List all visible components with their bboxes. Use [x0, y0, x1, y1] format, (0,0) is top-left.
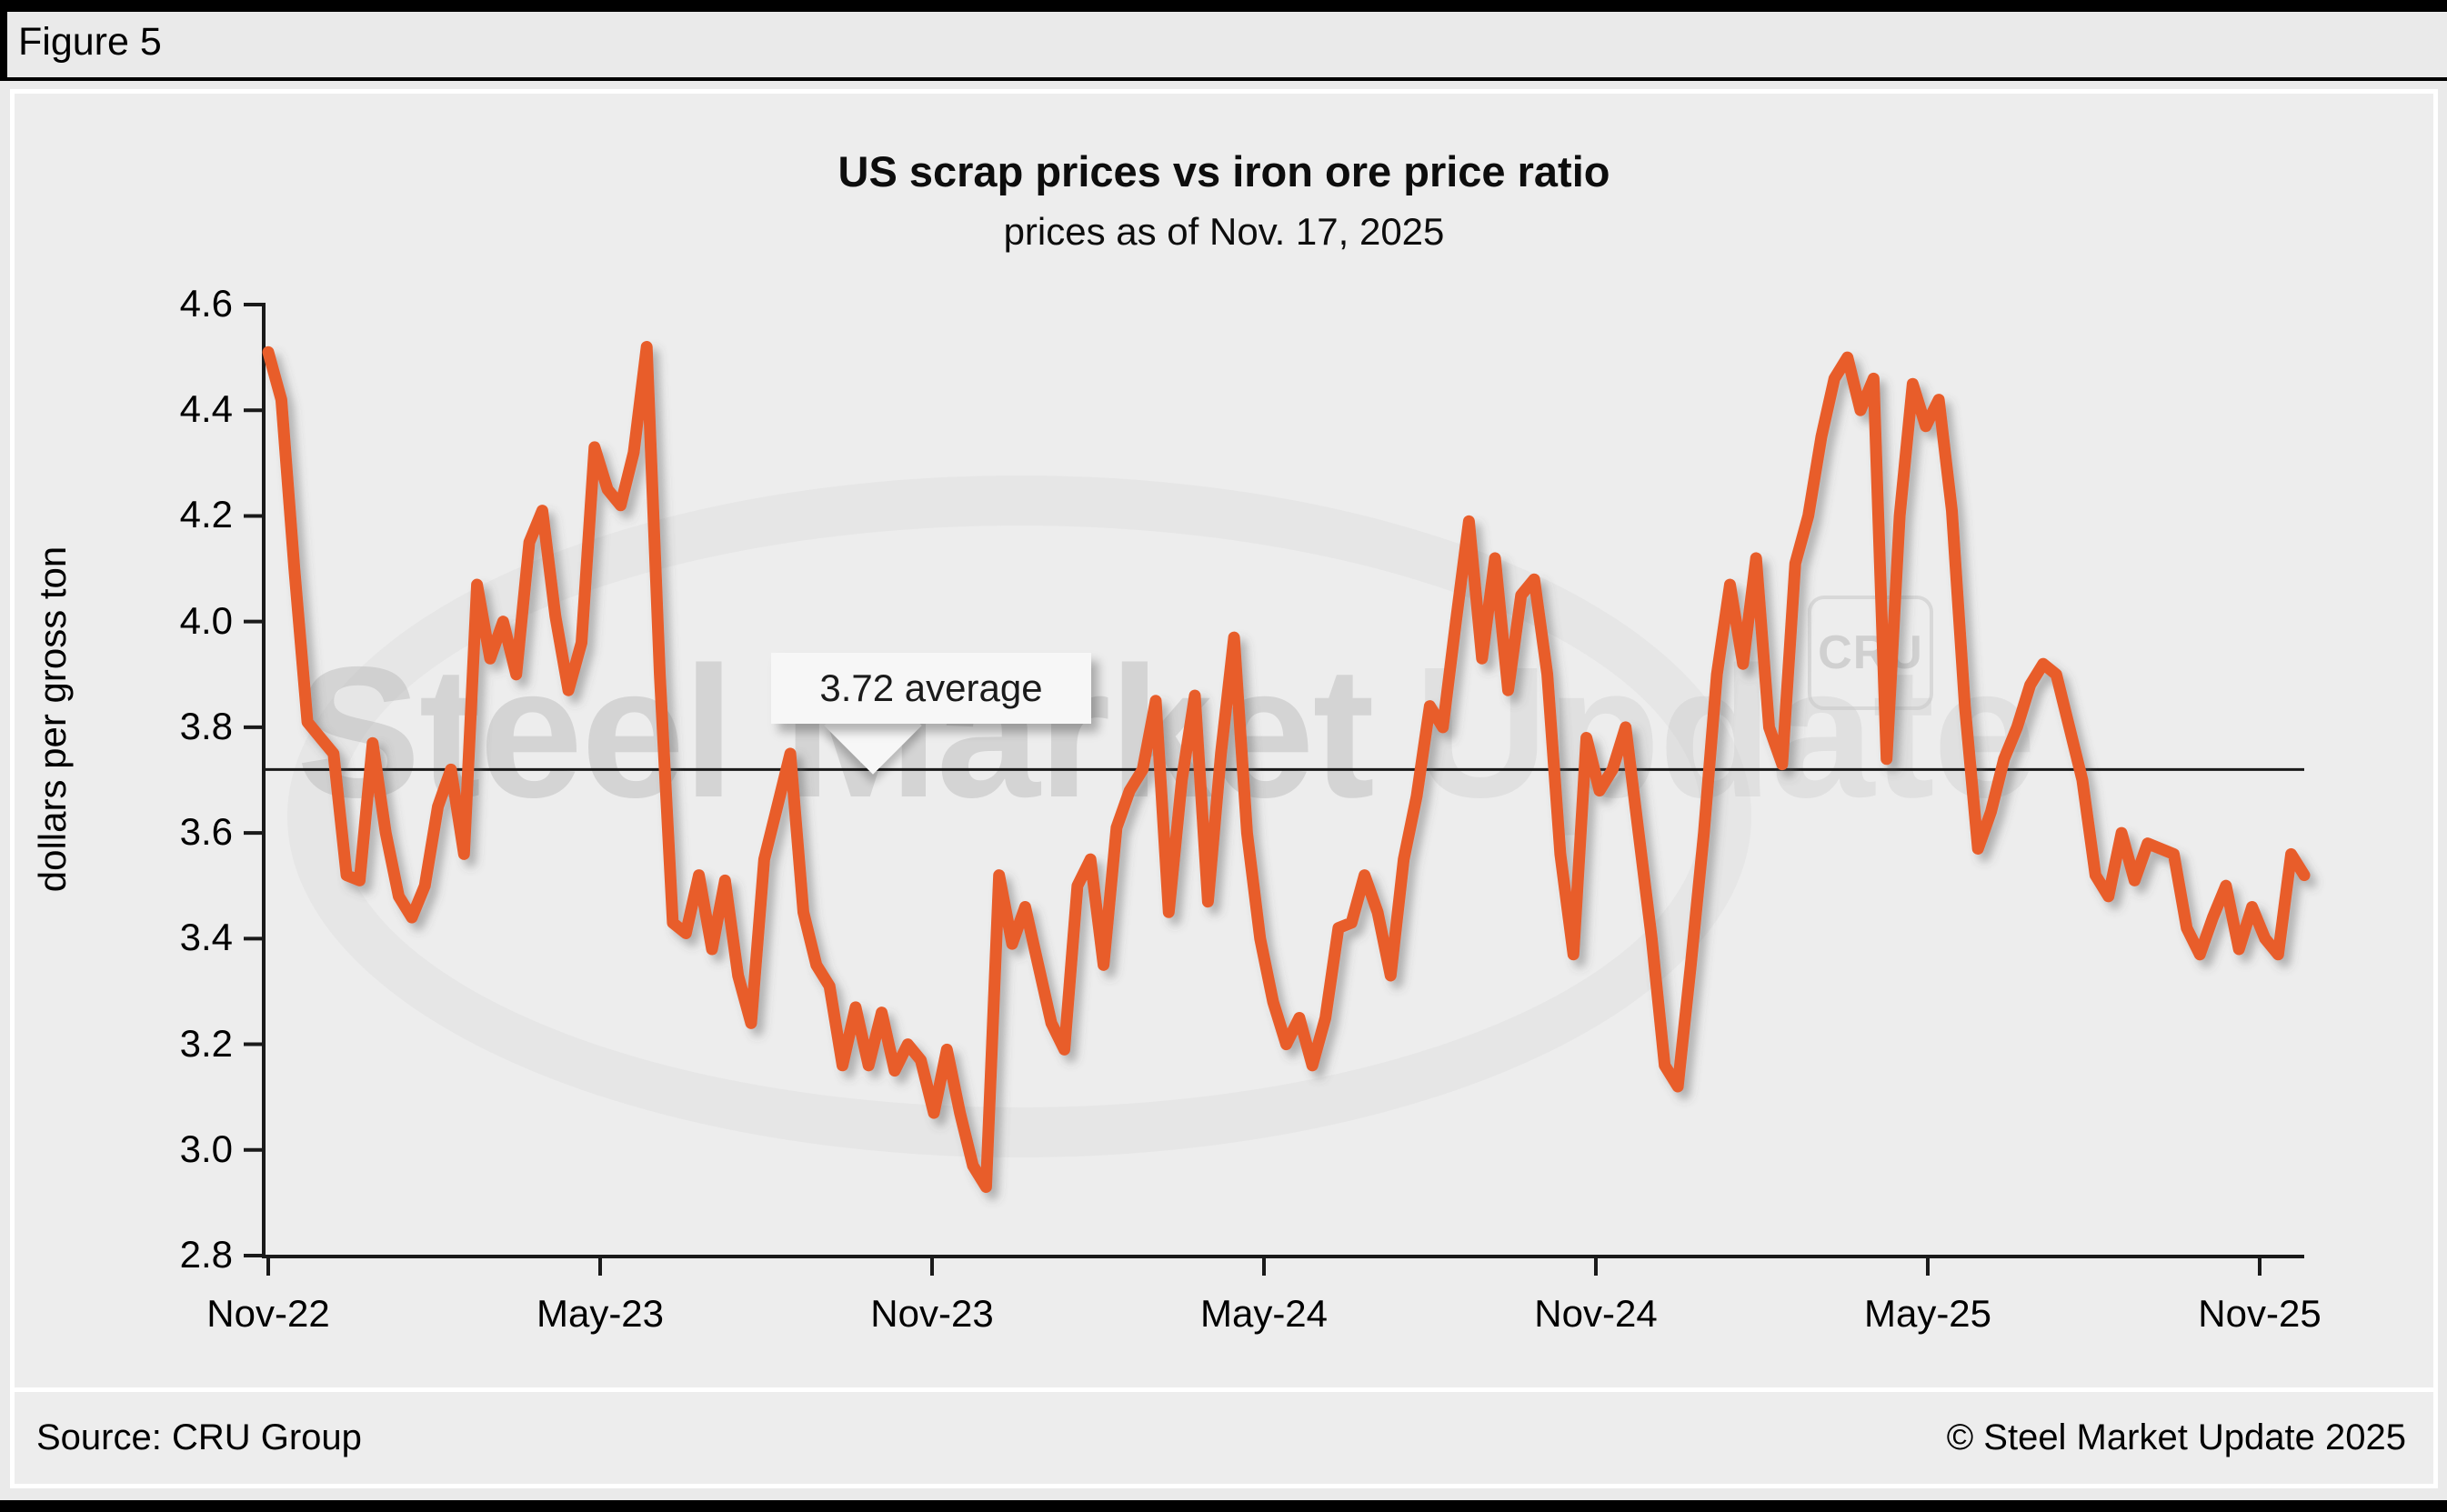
chart-subtitle: prices as of Nov. 17, 2025: [1003, 210, 1445, 253]
plot-area: [244, 303, 2311, 1276]
y-tick-label: 4.6: [179, 282, 233, 325]
footer-strip: Source: CRU Group © Steel Market Update …: [15, 1392, 2433, 1484]
average-callout: 3.72 average: [771, 653, 1091, 775]
y-tick-label: 4.4: [179, 387, 233, 431]
figure-label: Figure 5: [18, 20, 162, 64]
footer-copyright: © Steel Market Update 2025: [1946, 1417, 2406, 1457]
chart-panel: Steel Market Update CRU US scrap prices v…: [15, 94, 2433, 1392]
y-tick-label: 3.8: [179, 704, 233, 747]
y-tick-label: 3.6: [179, 810, 233, 854]
y-tick-label: 3.4: [179, 916, 233, 959]
bottom-black-bar: [0, 1500, 2447, 1512]
x-tick-label: May-24: [1199, 1292, 1329, 1335]
footer-source: Source: CRU Group: [36, 1417, 362, 1457]
chart-title: US scrap prices vs iron ore price ratio: [837, 147, 1610, 195]
x-tick-label: Nov-22: [206, 1292, 330, 1335]
y-tick-label: 4.2: [179, 493, 233, 536]
x-tick-label: May-23: [536, 1292, 665, 1335]
y-tick-label: 3.2: [179, 1021, 233, 1065]
x-tick-label: Nov-24: [1534, 1292, 1658, 1335]
x-tick-label: Nov-23: [870, 1292, 994, 1335]
x-tick-label: Nov-25: [2198, 1292, 2322, 1335]
average-callout-label: 3.72 average: [771, 653, 1091, 724]
y-axis-title: dollars per gross ton: [31, 546, 74, 893]
top-black-bar: [0, 0, 2447, 12]
y-tick-label: 2.8: [179, 1233, 233, 1276]
header-rule: [0, 77, 2447, 81]
x-tick-label: May-25: [1863, 1292, 1992, 1335]
y-tick-label: 4.0: [179, 598, 233, 642]
header-left-edge: [0, 0, 7, 80]
y-tick-label: 3.0: [179, 1126, 233, 1170]
